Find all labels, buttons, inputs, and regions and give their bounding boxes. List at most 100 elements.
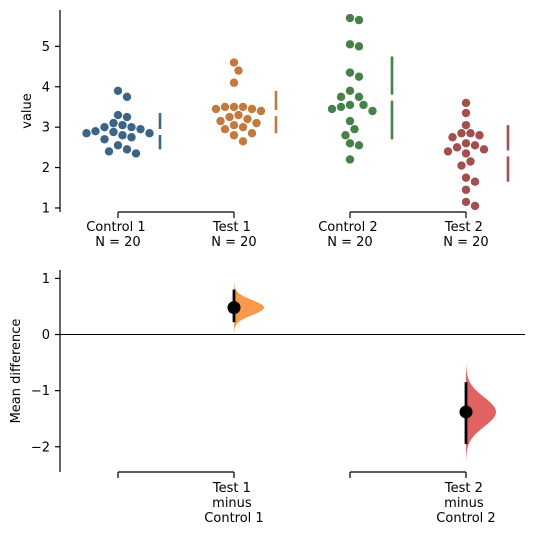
bottom-y-tick-label: 0	[42, 328, 50, 343]
data-point	[345, 13, 355, 23]
data-point	[145, 129, 154, 138]
data-point	[345, 116, 355, 126]
bottom-y-axis-title: Mean difference	[9, 319, 24, 424]
data-point	[461, 185, 471, 194]
raw-data-panel: 1 2 3 4 5 value Control 1 N = 20 Test 1 N = …	[20, 10, 510, 250]
data-point	[229, 102, 239, 112]
data-point	[229, 58, 239, 67]
data-point	[234, 66, 243, 75]
comparison-label-2: Test 2 minus Control 2	[436, 481, 495, 526]
data-point	[225, 112, 234, 122]
data-point	[229, 78, 239, 87]
top-y-tick-label: 3	[42, 121, 50, 136]
data-point	[461, 197, 471, 207]
data-point	[470, 177, 480, 186]
data-point	[122, 145, 132, 154]
data-point	[234, 110, 243, 120]
data-point	[354, 141, 364, 150]
data-point	[104, 147, 114, 156]
data-point	[341, 131, 350, 140]
data-point	[443, 147, 453, 156]
data-point	[336, 92, 346, 102]
comparison-label-1: Test 1 minus Control 1	[204, 481, 263, 526]
data-point	[466, 129, 475, 138]
data-point	[345, 86, 355, 96]
data-point	[109, 118, 118, 128]
data-point	[91, 127, 100, 136]
bottom-y-tick-label: −1	[31, 384, 50, 399]
top-y-axis-title: value	[20, 93, 35, 129]
data-point	[470, 141, 480, 150]
top-y-tick-label: 1	[42, 201, 50, 216]
data-point	[327, 104, 337, 114]
mean-difference-panel: −2 −1 0 1 Mean difference Test 1 minus Cont…	[9, 270, 525, 526]
data-point	[100, 122, 109, 132]
data-point	[220, 124, 230, 134]
data-point	[461, 108, 471, 118]
data-point	[113, 141, 123, 150]
group-label-control-2: Control 2 N = 20	[318, 220, 382, 250]
data-point	[256, 106, 266, 116]
data-point	[247, 129, 257, 138]
data-point	[345, 100, 355, 110]
group-label-control-1: Control 1 N = 20	[86, 220, 150, 250]
data-point	[229, 131, 239, 140]
data-point	[238, 122, 248, 132]
data-point	[100, 135, 109, 144]
data-point	[350, 124, 359, 134]
data-point	[127, 133, 136, 142]
data-point	[359, 100, 368, 110]
data-point	[345, 40, 355, 49]
data-point	[113, 86, 123, 96]
data-point	[479, 145, 489, 154]
data-point	[475, 131, 484, 140]
data-point	[118, 131, 127, 140]
data-point	[461, 120, 471, 130]
data-point	[354, 92, 364, 102]
data-point	[122, 112, 132, 122]
data-point	[461, 149, 471, 158]
data-point	[461, 139, 471, 148]
bootstrap-distribution	[234, 282, 264, 332]
data-point	[452, 143, 462, 152]
mean-difference-point	[227, 301, 241, 315]
data-point	[345, 155, 355, 164]
data-point	[122, 92, 132, 102]
data-point	[82, 129, 91, 138]
bottom-y-tick-label: −2	[31, 440, 50, 455]
data-point	[118, 120, 127, 130]
data-point	[220, 102, 230, 112]
data-point	[461, 173, 471, 182]
data-point	[127, 122, 136, 132]
bootstrap-distribution	[466, 365, 496, 461]
data-point	[336, 102, 346, 112]
group-label-test-1: Test 1 N = 20	[211, 220, 256, 250]
data-point	[354, 72, 364, 81]
data-point	[461, 98, 471, 108]
top-y-tick-label: 4	[42, 80, 50, 95]
data-point	[136, 124, 145, 134]
top-y-tick-label: 5	[42, 40, 50, 55]
group-label-test-2: Test 2 N = 20	[443, 220, 488, 250]
data-point	[216, 116, 225, 126]
data-point	[368, 106, 377, 116]
data-point	[211, 104, 221, 114]
data-point	[252, 118, 261, 128]
data-point	[113, 110, 123, 120]
data-point	[247, 104, 257, 114]
data-point	[354, 15, 364, 25]
data-point	[131, 149, 141, 158]
top-y-tick-label: 2	[42, 161, 50, 176]
data-point	[109, 127, 118, 137]
data-point	[238, 102, 248, 112]
data-point	[243, 114, 252, 124]
data-point	[238, 137, 248, 146]
bottom-y-tick-label: 1	[42, 272, 50, 287]
data-point	[354, 42, 364, 51]
data-point	[345, 139, 355, 148]
data-point	[457, 129, 466, 138]
data-point	[229, 120, 239, 130]
mean-difference-point	[459, 405, 473, 419]
data-point	[448, 133, 457, 142]
